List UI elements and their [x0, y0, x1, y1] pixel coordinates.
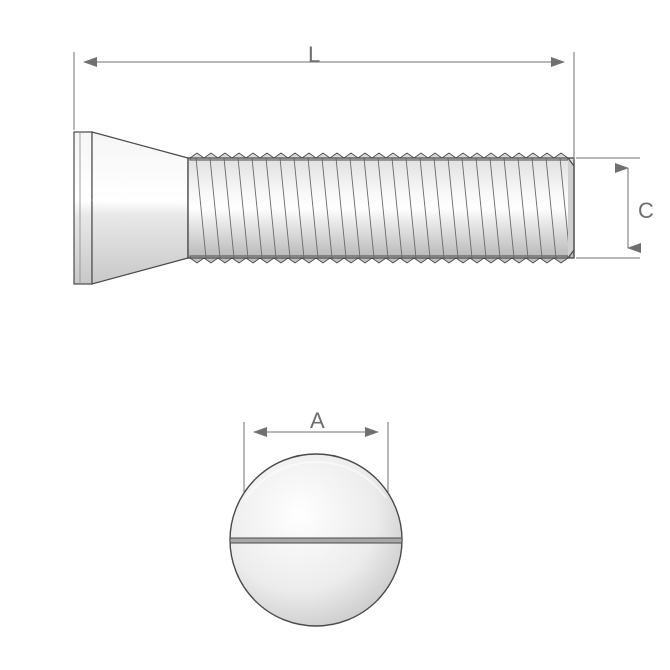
- dimension-label-l: L: [308, 42, 320, 68]
- drawing-svg: [0, 0, 670, 670]
- dimension-l: [74, 52, 574, 160]
- dimension-c: [576, 158, 640, 258]
- dimension-label-c: C: [638, 198, 654, 224]
- technical-drawing: L C A: [0, 0, 670, 670]
- screw-side-view: [74, 132, 574, 284]
- dimension-label-a: A: [310, 408, 325, 434]
- screw-end-view: [230, 454, 402, 626]
